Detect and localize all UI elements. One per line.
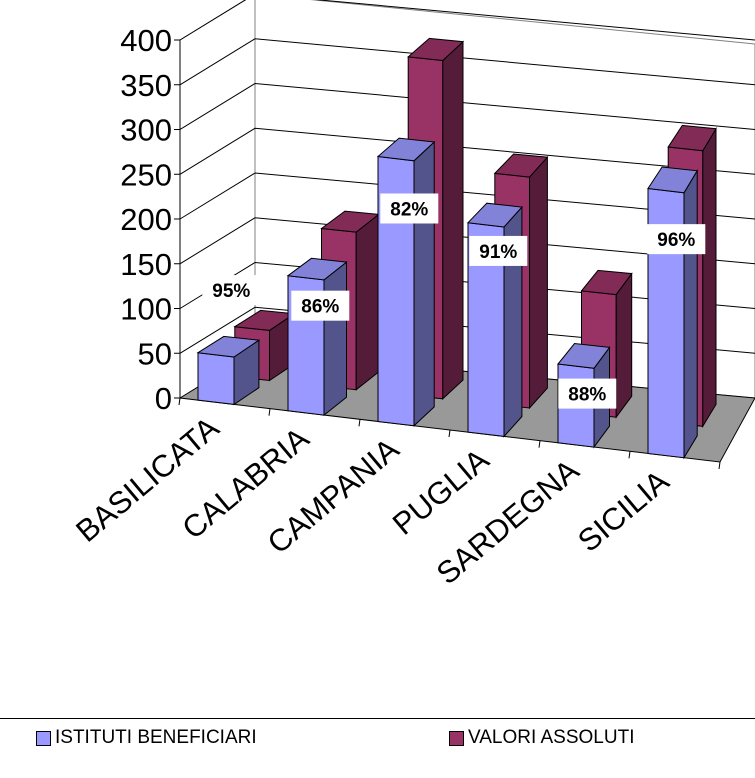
y-tick-label: 50 <box>138 336 172 371</box>
y-axis: 0 50 100 150 200 250 300 350 400 <box>120 23 181 416</box>
bar-top-face <box>466 202 523 228</box>
data-labels: 95% 86% 82% 91% 88% 96% <box>202 193 706 409</box>
bar-top-face <box>667 124 717 152</box>
bar-side-face <box>323 261 347 417</box>
bar-top-face <box>407 37 465 62</box>
bar-istituti-sicilia <box>647 166 699 460</box>
bar-top-face <box>580 269 633 296</box>
bar-top-face <box>557 342 611 369</box>
x-tick <box>628 451 631 459</box>
bar-top-face <box>493 153 549 178</box>
bar-top-face <box>286 257 348 281</box>
bar-side-face <box>683 168 698 460</box>
percent-label: 95% <box>202 275 261 306</box>
gridline <box>179 82 755 130</box>
legend-label: VALORI ASSOLUTI <box>468 727 635 748</box>
gridline <box>179 0 755 41</box>
percent-label-box <box>380 193 439 224</box>
bar-side-face <box>615 272 633 419</box>
bar-side-face <box>442 40 464 400</box>
gridline <box>179 38 755 86</box>
legend: ISTITUTI BENEFICIARI VALORI ASSOLUTI <box>0 718 755 778</box>
percent-label-box <box>469 235 528 266</box>
y-tick-label: 0 <box>155 381 172 416</box>
x-tick <box>718 461 721 470</box>
percent-label-text: 88% <box>568 385 606 406</box>
percent-label-text: 96% <box>657 230 695 251</box>
percent-label-text: 91% <box>479 242 517 263</box>
y-tick-label: 250 <box>120 157 172 192</box>
bar-top-face <box>376 137 436 162</box>
percent-label-box <box>558 378 617 409</box>
bar-side-face <box>529 155 548 410</box>
gridline <box>179 172 755 220</box>
percent-label: 88% <box>558 378 617 409</box>
legend-item-valori-assoluti: VALORI ASSOLUTI <box>449 727 634 749</box>
percent-label-box <box>291 290 350 321</box>
bar-istituti-calabria <box>286 257 348 417</box>
bar-front-face <box>197 352 235 405</box>
y-tick-label: 350 <box>120 68 172 103</box>
legend-swatch-maroon <box>449 730 464 746</box>
percent-label: 82% <box>380 193 439 224</box>
bar-istituti-puglia <box>466 202 523 438</box>
bar-istituti-basilicata <box>196 335 261 406</box>
bar-side-face <box>702 126 717 429</box>
y-tick-label: 150 <box>120 247 172 282</box>
legend-label: ISTITUTI BENEFICIARI <box>55 727 257 748</box>
x-tick <box>448 429 451 438</box>
bar-side-face <box>413 140 435 427</box>
bar-top-face <box>196 335 261 358</box>
x-tick-label: SICILIA <box>571 463 676 559</box>
percent-label: 96% <box>647 224 706 255</box>
percent-label-text: 86% <box>301 297 339 318</box>
legend-item-istituti-beneficiari: ISTITUTI BENEFICIARI <box>36 727 257 749</box>
percent-label-text: 82% <box>390 199 428 220</box>
percent-label: 86% <box>291 290 350 321</box>
bar-top-face <box>647 166 699 194</box>
x-tick <box>268 408 271 416</box>
gridline <box>179 127 755 175</box>
percent-label: 91% <box>469 235 528 266</box>
bar-side-face <box>355 213 380 391</box>
percent-label-box <box>647 224 706 255</box>
x-tick <box>178 397 181 406</box>
bar-istituti-campania <box>376 137 436 427</box>
x-tick <box>358 419 361 427</box>
gridline <box>179 217 755 265</box>
y-tick-label: 100 <box>120 292 172 327</box>
y-tick-label: 200 <box>120 202 172 237</box>
percent-label-box <box>202 275 261 306</box>
percent-label-text: 95% <box>212 281 250 302</box>
legend-swatch-blue <box>36 730 51 746</box>
x-tick <box>538 440 541 448</box>
y-tick-label: 400 <box>120 23 172 58</box>
y-tick-label: 300 <box>120 113 172 148</box>
